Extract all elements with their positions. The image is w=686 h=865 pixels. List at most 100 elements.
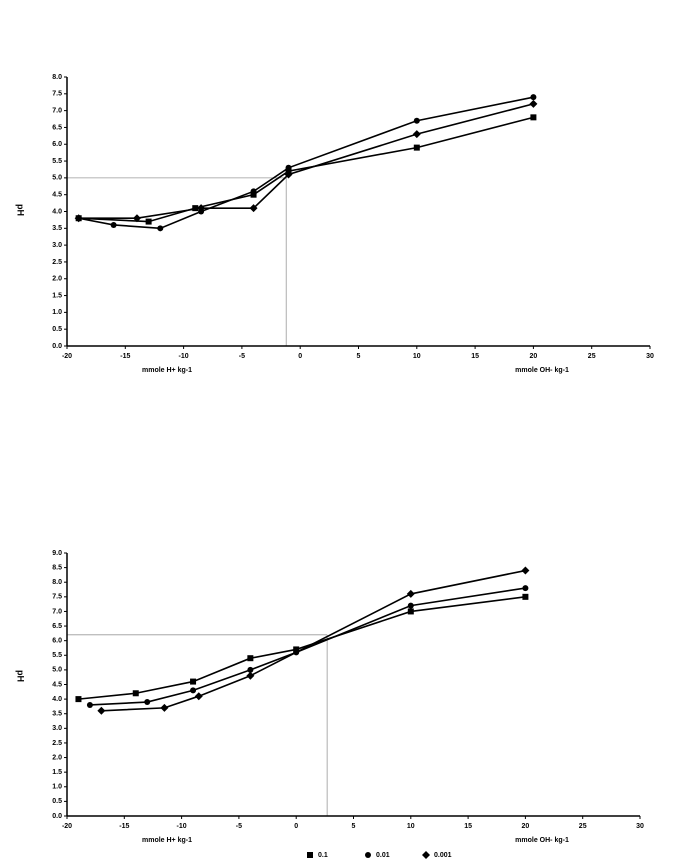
y-tick-label: 5.5 [52,652,62,659]
data-point [249,204,258,213]
data-point [110,221,117,228]
data-point [413,144,420,151]
x-axis-label: mmole OH- kg-1 [515,837,569,844]
x-tick-label: -15 [119,823,129,830]
x-axis-label: mmole H+ kg-1 [142,367,192,374]
data-point [530,94,537,101]
x-axis-label: mmole OH- kg-1 [515,367,569,374]
y-tick-label: 2.0 [52,754,62,761]
x-tick-label: 30 [636,823,644,830]
y-axis-label: pH [16,204,26,216]
legend-label: 0.01 [376,852,390,859]
data-point [413,117,420,124]
y-tick-label: 6.5 [52,124,62,131]
data-point [406,589,415,598]
x-tick-label: 15 [464,823,472,830]
data-point [247,655,254,662]
data-point [160,703,169,712]
data-point [157,225,164,232]
x-tick-label: 5 [352,823,356,830]
data-point [412,130,421,139]
y-tick-label: 6.5 [52,623,62,630]
y-tick-label: 8.0 [52,579,62,586]
x-tick-label: -10 [177,823,187,830]
y-tick-label: 2.5 [52,740,62,747]
y-tick-label: 3.0 [52,725,62,732]
data-point [74,214,83,223]
data-point [86,701,93,708]
y-tick-label: 0.5 [52,798,62,805]
y-tick-label: 7.0 [52,608,62,615]
data-point [522,585,529,592]
data-point [522,593,529,600]
x-tick-label: 10 [413,353,421,360]
y-tick-label: 2.5 [52,259,62,266]
y-tick-label: 4.5 [52,192,62,199]
y-tick-label: 0.5 [52,326,62,333]
y-tick-label: 2.0 [52,276,62,283]
x-tick-label: 0 [294,823,298,830]
y-tick-label: 5.0 [52,175,62,182]
y-tick-label: 7.5 [52,594,62,601]
x-tick-label: 20 [522,823,530,830]
legend-label: 0.001 [434,852,452,859]
data-point [285,164,292,171]
y-tick-label: 5.5 [52,158,62,165]
legend-marker [307,852,313,858]
data-point [197,204,206,213]
y-tick-label: 4.5 [52,681,62,688]
data-point [407,602,414,609]
y-tick-label: 1.5 [52,769,62,776]
y-tick-label: 6.0 [52,638,62,645]
y-tick-label: 4.0 [52,696,62,703]
x-tick-label: -20 [62,353,72,360]
x-tick-label: 30 [646,353,654,360]
data-point [529,99,538,108]
series-line [78,96,534,230]
y-tick-label: 6.0 [52,141,62,148]
series-line [78,596,526,700]
y-tick-label: 1.0 [52,309,62,316]
x-tick-label: 25 [588,353,596,360]
y-tick-label: 8.5 [52,564,62,571]
y-tick-label: 5.0 [52,667,62,674]
data-point [250,188,257,195]
y-tick-label: 0.0 [52,813,62,820]
x-axis-label: mmole H+ kg-1 [142,837,192,844]
x-tick-label: -5 [239,353,245,360]
y-tick-label: 7.0 [52,107,62,114]
data-point [132,690,139,697]
y-tick-label: 3.5 [52,711,62,718]
y-tick-label: 1.0 [52,784,62,791]
data-point [190,687,197,694]
data-point [97,706,106,715]
data-point [194,692,203,701]
data-point [284,170,293,179]
y-tick-label: 9.0 [52,550,62,557]
legend-marker [365,852,371,858]
x-tick-label: -10 [179,353,189,360]
x-tick-label: 0 [298,353,302,360]
data-point [246,671,255,680]
legend-label: 0.1 [318,852,328,859]
data-point [247,666,254,673]
series-line [101,569,526,712]
y-tick-label: 1.5 [52,292,62,299]
legend-marker [422,851,430,859]
data-point [75,696,82,703]
y-tick-label: 3.5 [52,225,62,232]
y-tick-label: 4.0 [52,208,62,215]
y-axis-label: pH [16,670,26,682]
data-point [144,699,151,706]
x-tick-label: 15 [471,353,479,360]
x-tick-label: -5 [236,823,242,830]
y-tick-label: 3.0 [52,242,62,249]
data-point [250,191,257,198]
y-tick-label: 7.5 [52,91,62,98]
data-point [192,205,199,212]
x-tick-label: -20 [62,823,72,830]
x-tick-label: 25 [579,823,587,830]
x-tick-label: 5 [357,353,361,360]
x-tick-label: 20 [530,353,538,360]
data-point [407,608,414,615]
